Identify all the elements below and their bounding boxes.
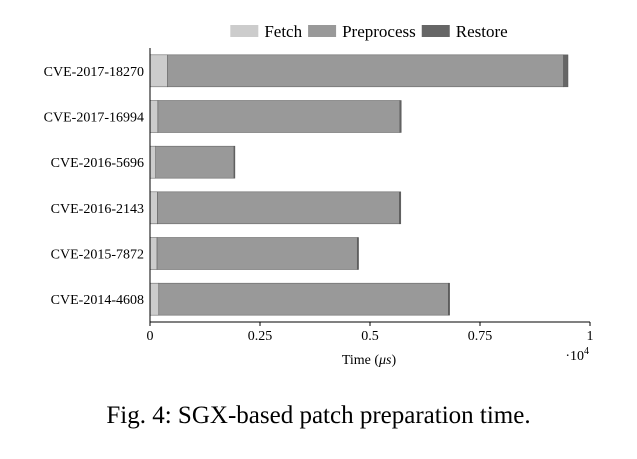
bar-preprocess-cve-2014-4608 xyxy=(158,282,449,316)
bar-restore-cve-2015-7872 xyxy=(356,237,359,270)
chart: Fetch Preprocess Restore CVE-2017-18270CVE… xyxy=(44,22,594,368)
y-tick-label-cve-2017-18270: CVE-2017-18270 xyxy=(44,65,144,80)
legend-swatch-fetch xyxy=(230,25,259,37)
legend-swatch-preprocess xyxy=(308,25,337,37)
x-axis-scale-label: ·10 xyxy=(565,349,584,364)
bar-fetch-cve-2016-5696 xyxy=(149,145,156,179)
x-axis-label: Time (μs) xyxy=(342,353,397,368)
bar-preprocess-cve-2017-18270 xyxy=(167,54,564,88)
x-tick-label-0: 0 xyxy=(147,329,154,344)
bar-restore-cve-2016-2143 xyxy=(399,191,402,225)
bar-restore-cve-2017-18270 xyxy=(563,54,569,88)
bar-preprocess-cve-2015-7872 xyxy=(156,237,358,270)
legend: Fetch Preprocess Restore xyxy=(230,22,508,41)
bar-fetch-cve-2017-18270 xyxy=(149,54,168,88)
bar-restore-cve-2016-5696 xyxy=(233,145,236,179)
bar-restore-cve-2014-4608 xyxy=(448,282,450,316)
legend-label-restore: Restore xyxy=(456,22,508,41)
legend-label-preprocess: Preprocess xyxy=(342,22,416,41)
y-tick-label-cve-2017-16994: CVE-2017-16994 xyxy=(44,111,144,126)
bars: CVE-2017-18270 CVE-2017-16994 CVE-2016-569… xyxy=(44,54,569,316)
y-tick-label-cve-2016-5696: CVE-2016-5696 xyxy=(51,156,144,171)
bar-fetch-cve-2016-2143 xyxy=(149,191,158,225)
y-tick-label-cve-2015-7872: CVE-2015-7872 xyxy=(51,248,144,263)
bar-restore-cve-2017-16994 xyxy=(399,100,402,133)
axes: 0 0.25 0.5 0.75 1 xyxy=(147,48,594,344)
bar-preprocess-cve-2017-16994 xyxy=(157,100,401,133)
x-tick-label-1: 0.25 xyxy=(248,329,273,344)
figure-caption: Fig. 4: SGX-based patch preparation time… xyxy=(106,402,531,429)
x-tick-label-2: 0.5 xyxy=(361,329,379,344)
x-axis-label-main: Time ( xyxy=(342,353,380,368)
bar-fetch-cve-2014-4608 xyxy=(149,282,160,316)
bar-fetch-cve-2017-16994 xyxy=(149,100,159,133)
bar-fetch-cve-2015-7872 xyxy=(149,237,158,270)
x-tick-label-4: 1 xyxy=(587,329,594,344)
x-axis-scale-factor: ·104 xyxy=(565,346,589,364)
legend-label-fetch: Fetch xyxy=(264,22,302,41)
y-tick-label-cve-2014-4608: CVE-2014-4608 xyxy=(51,293,144,308)
x-axis-label-end: ) xyxy=(392,353,397,368)
x-axis-scale-exponent: 4 xyxy=(584,346,589,357)
x-tick-label-3: 0.75 xyxy=(468,329,493,344)
y-tick-label-cve-2016-2143: CVE-2016-2143 xyxy=(51,202,144,217)
legend-swatch-restore xyxy=(421,25,450,37)
bar-preprocess-cve-2016-5696 xyxy=(155,145,235,179)
bar-preprocess-cve-2016-2143 xyxy=(157,191,400,225)
x-axis-label-unit: μs xyxy=(378,353,392,368)
